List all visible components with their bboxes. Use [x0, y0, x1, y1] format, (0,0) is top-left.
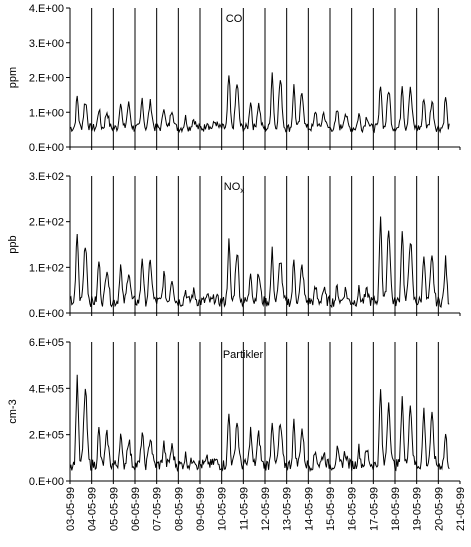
series-line: [69, 374, 450, 473]
y-tick-label: 6.E+05: [29, 337, 64, 349]
y-tick-label: 2.E+02: [29, 217, 64, 229]
y-tick-label: 2.E+00: [29, 73, 64, 85]
panel-title: Partikler: [223, 349, 264, 361]
panel-2: 0.E+00 1.E+02 2.E+02 3.E+02 ppb NOx: [7, 171, 461, 320]
y-axis-label: cm-3: [7, 399, 19, 423]
x-tick-label: 13-05-99: [282, 487, 294, 531]
panel-3: 0.E+00 2.E+05 4.E+05 6.E+05 cm-3 Partikler: [7, 337, 461, 488]
x-tick-label: 05-05-99: [108, 487, 120, 531]
x-tick-label: 04-05-99: [87, 487, 99, 531]
x-tick-label: 17-05-99: [368, 487, 380, 531]
x-tick-label: 20-05-99: [433, 487, 445, 531]
y-tick-label: 4.E+05: [29, 383, 64, 395]
x-tick-label: 14-05-99: [303, 487, 315, 531]
x-tick-label: 16-05-99: [347, 487, 359, 531]
y-tick-label: 0.E+00: [29, 308, 64, 320]
x-tick-label: 21-05-99: [455, 487, 467, 531]
y-tick-label: 0.E+00: [29, 142, 64, 154]
x-tick-label: 11-05-99: [238, 487, 250, 530]
y-tick-label: 1.E+02: [29, 262, 64, 274]
series-line: [69, 216, 450, 309]
y-axis-label: ppb: [7, 235, 19, 253]
panel-title-subscript: x: [240, 186, 244, 195]
panel-title: NOx: [224, 181, 245, 195]
y-tick-label: 4.E+00: [29, 3, 64, 15]
panel-title: CO: [226, 13, 243, 25]
x-tick-label: 12-05-99: [260, 487, 272, 531]
y-tick-label: 2.E+05: [29, 430, 64, 442]
x-tick-label: 10-05-99: [217, 487, 229, 531]
x-tick-label: 06-05-99: [130, 487, 142, 531]
y-tick-label: 3.E+00: [29, 38, 64, 50]
x-tick-label: 18-05-99: [390, 487, 402, 531]
x-tick-label: 15-05-99: [325, 487, 337, 531]
x-tick-label: 09-05-99: [195, 487, 207, 531]
x-tick-label: 08-05-99: [173, 487, 185, 531]
panel-1: 0.E+00 1.E+00 2.E+00 3.E+00 4.E+00 ppm CO: [7, 3, 461, 154]
y-axis-label: ppm: [7, 67, 19, 88]
x-tick-label: 07-05-99: [152, 487, 164, 531]
y-tick-label: 0.E+00: [29, 476, 64, 488]
series-line: [69, 72, 450, 134]
x-tick-label: 19-05-99: [412, 487, 424, 531]
y-tick-label: 3.E+02: [29, 171, 64, 183]
y-tick-label: 1.E+00: [29, 107, 64, 119]
x-tick-label: 03-05-99: [65, 487, 77, 531]
